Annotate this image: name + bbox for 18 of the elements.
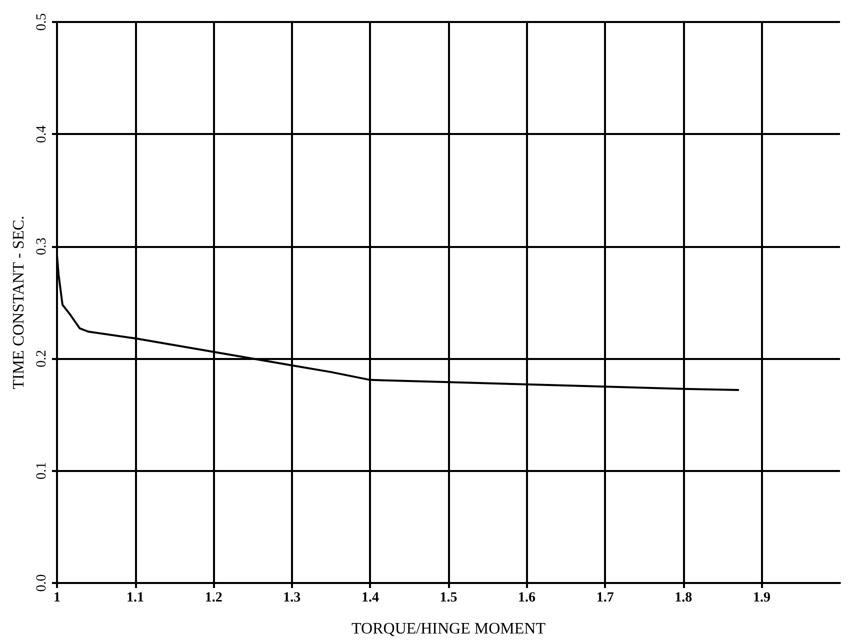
x-tick-label: 1.5	[440, 590, 458, 606]
x-tick-label: 1.3	[283, 590, 301, 606]
y-tick-label: 0.3	[34, 238, 50, 256]
x-tick-label: 1.7	[596, 590, 614, 606]
x-tick-label: 1	[54, 590, 60, 606]
y-tick-label: 0.0	[34, 574, 50, 592]
y-tick-label: 0.2	[34, 350, 50, 368]
y-tick-label: 0.4	[34, 125, 50, 143]
x-axis-title: TORQUE/HINGE MOMENT	[352, 620, 546, 638]
x-tick-label: 1.2	[204, 590, 222, 606]
x-tick-label: 1.8	[674, 590, 692, 606]
x-tick-label: 1.4	[361, 590, 379, 606]
y-tick-label: 0.1	[34, 462, 50, 480]
x-tick-label: 1.1	[126, 590, 144, 606]
y-axis-title: TIME CONSTANT - SEC.	[10, 216, 28, 390]
x-tick-label: 1.6	[518, 590, 536, 606]
x-tick-label: 1.9	[752, 590, 770, 606]
y-tick-label: 0.5	[34, 13, 50, 31]
